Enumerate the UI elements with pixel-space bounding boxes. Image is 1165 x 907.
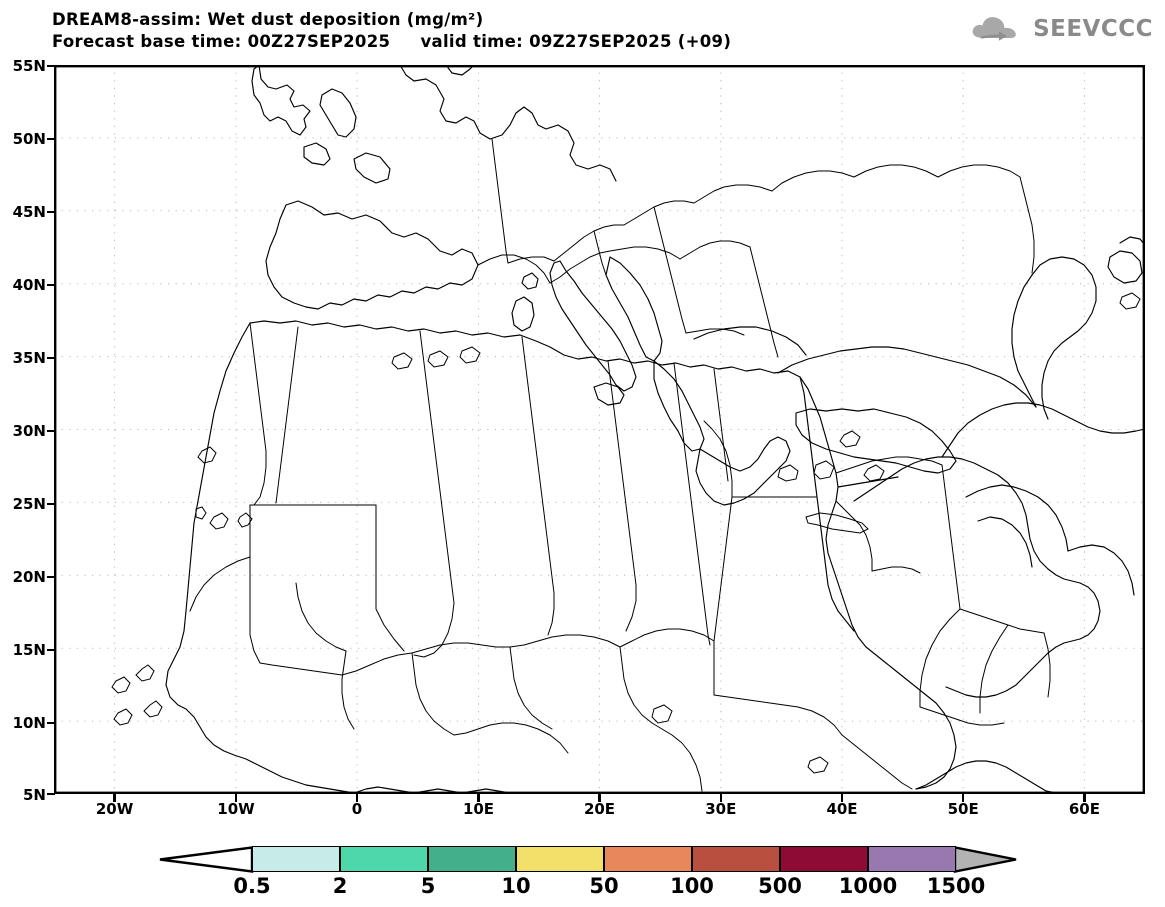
lat-label-50N: 50N <box>12 130 46 148</box>
cloud-arrow-icon <box>972 17 1016 41</box>
colorbar-label-4: 50 <box>589 874 619 898</box>
lon-tick-20W <box>113 794 116 802</box>
lon-label-40E: 40E <box>826 800 858 818</box>
colorbar-label-1: 2 <box>332 874 348 898</box>
colorbar-band-7 <box>780 846 868 872</box>
lon-tick-10W <box>234 794 238 802</box>
map-svg <box>54 65 1145 794</box>
lon-tick-0 <box>356 794 359 802</box>
colorbar-under-arrow <box>159 846 254 873</box>
lat-label-20N: 20N <box>12 568 46 586</box>
colorbar-band-6 <box>692 846 780 872</box>
lon-tick-40E <box>840 794 844 802</box>
chart-title: DREAM8-assim: Wet dust deposition (mg/m²… <box>52 10 484 29</box>
lon-tick-60E <box>1083 794 1086 802</box>
lat-tick-25N <box>47 502 55 505</box>
lon-label-30E: 30E <box>705 800 737 818</box>
colorbar-band-1 <box>252 846 340 872</box>
lon-label-20E: 20E <box>583 800 616 818</box>
colorbar-band-2 <box>340 846 428 872</box>
colorbar-band-5 <box>604 846 692 872</box>
lat-tick-15N <box>47 648 55 651</box>
lat-tick-30N <box>47 429 55 432</box>
colorbar-band-8 <box>868 846 956 872</box>
lon-tick-20E <box>598 794 601 802</box>
lon-tick-10E <box>477 794 480 802</box>
lon-tick-50E <box>962 794 965 802</box>
colorbar: 0.5 2 5 10 50 100 500 1000 1500 <box>158 846 1018 898</box>
lat-tick-50N <box>47 137 55 140</box>
colorbar-label-8: 1500 <box>926 874 986 898</box>
chart-subtitle: Forecast base time: 00Z27SEP2025 valid t… <box>52 31 732 51</box>
lat-label-30N: 30N <box>12 422 46 440</box>
lat-tick-5N <box>47 792 55 795</box>
colorbar-band-4 <box>516 846 604 872</box>
lon-label-20W: 20W <box>95 800 134 818</box>
lat-label-35N: 35N <box>12 349 46 367</box>
lon-tick-30E <box>719 794 722 802</box>
colorbar-label-3: 10 <box>501 874 531 898</box>
lat-label-10N: 10N <box>12 714 46 732</box>
lon-label-0: 0 <box>351 800 363 818</box>
lon-label-60E: 60E <box>1068 800 1100 818</box>
colorbar-label-7: 1000 <box>838 874 898 898</box>
lat-tick-45N <box>47 210 55 213</box>
lat-label-40N: 40N <box>12 276 46 294</box>
lat-tick-55N <box>47 64 55 67</box>
map-plot-area <box>54 65 1145 794</box>
lat-tick-35N <box>47 356 55 359</box>
colorbar-label-0: 0.5 <box>233 874 271 898</box>
lat-tick-40N <box>47 283 55 286</box>
map-frame <box>54 65 1145 794</box>
lat-label-25N: 25N <box>12 495 46 513</box>
colorbar-label-2: 5 <box>420 874 436 898</box>
lat-label-15N: 15N <box>12 641 46 659</box>
lat-tick-20N <box>47 575 55 578</box>
colorbar-label-5: 100 <box>670 874 714 898</box>
lat-tick-10N <box>47 721 55 724</box>
lat-label-45N: 45N <box>12 203 46 221</box>
chart-title-block: DREAM8-assim: Wet dust deposition (mg/m²… <box>52 10 732 51</box>
map-geography <box>111 65 1145 794</box>
lat-label-55N: 55N <box>12 57 46 75</box>
logo-text: SEEVCCC <box>1033 16 1153 42</box>
seevccc-logo: SEEVCCC <box>969 14 1153 44</box>
lon-label-10E: 10E <box>462 800 495 818</box>
colorbar-over-arrow <box>953 846 1017 873</box>
lat-label-5N: 5N <box>23 786 46 804</box>
lon-label-10W: 10W <box>217 800 255 818</box>
colorbar-label-6: 500 <box>758 874 802 898</box>
lon-label-50E: 50E <box>947 800 979 818</box>
colorbar-band-3 <box>428 846 516 872</box>
